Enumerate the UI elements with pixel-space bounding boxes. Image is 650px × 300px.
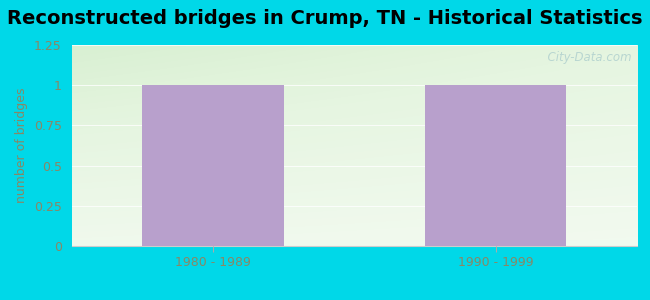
Y-axis label: number of bridges: number of bridges — [15, 88, 28, 203]
Text: Reconstructed bridges in Crump, TN - Historical Statistics: Reconstructed bridges in Crump, TN - His… — [7, 9, 643, 28]
Bar — [425, 85, 566, 246]
Text: City-Data.com: City-Data.com — [540, 51, 631, 64]
Bar — [142, 85, 283, 246]
